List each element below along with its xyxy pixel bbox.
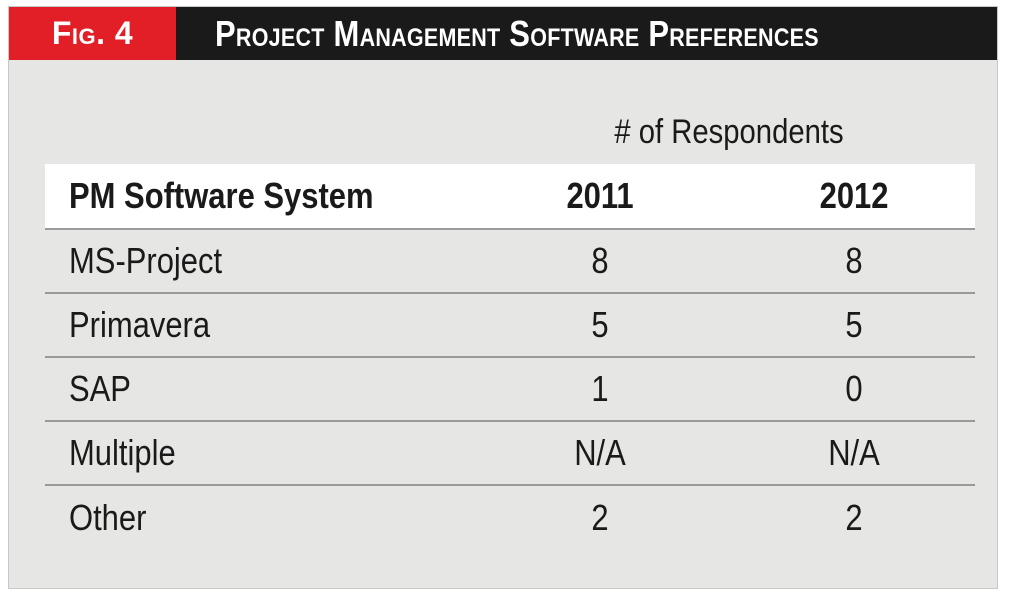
- figure-panel: Fig. 4 Project Management Software Prefe…: [8, 6, 998, 589]
- system-cell: SAP: [69, 368, 131, 409]
- system-cell: Primavera: [69, 304, 211, 345]
- table-row: Primavera 5 5: [45, 294, 975, 358]
- value-2011-cell: 5: [591, 304, 609, 345]
- figure-header: Fig. 4 Project Management Software Prefe…: [9, 7, 997, 60]
- value-2012-cell: N/A: [828, 432, 880, 473]
- figure-label: Fig. 4: [9, 7, 176, 60]
- value-2011-cell: 1: [591, 368, 609, 409]
- value-2012-cell: 2: [845, 497, 863, 538]
- value-2011-cell: 8: [591, 240, 609, 281]
- table-row: SAP 1 0: [45, 358, 975, 422]
- value-2011-cell: N/A: [574, 432, 626, 473]
- value-2011-cell: 2: [591, 497, 609, 538]
- table-row: Multiple N/A N/A: [45, 422, 975, 486]
- column-header-2012: 2012: [819, 175, 889, 216]
- respondents-header: # of Respondents: [614, 113, 844, 151]
- value-2012-cell: 5: [845, 304, 863, 345]
- table-header-row: PM Software System 2011 2012: [45, 164, 975, 230]
- system-cell: Multiple: [69, 432, 176, 473]
- preferences-table: PM Software System 2011 2012 MS-Project …: [45, 164, 975, 550]
- table-row: Other 2 2: [45, 486, 975, 550]
- column-header-system: PM Software System: [69, 175, 374, 216]
- system-cell: MS-Project: [69, 240, 223, 281]
- system-cell: Other: [69, 497, 147, 538]
- table-row: MS-Project 8 8: [45, 230, 975, 294]
- figure-title: Project Management Software Preferences: [215, 13, 819, 54]
- column-header-2011: 2011: [566, 175, 634, 216]
- value-2012-cell: 0: [845, 368, 863, 409]
- value-2012-cell: 8: [845, 240, 863, 281]
